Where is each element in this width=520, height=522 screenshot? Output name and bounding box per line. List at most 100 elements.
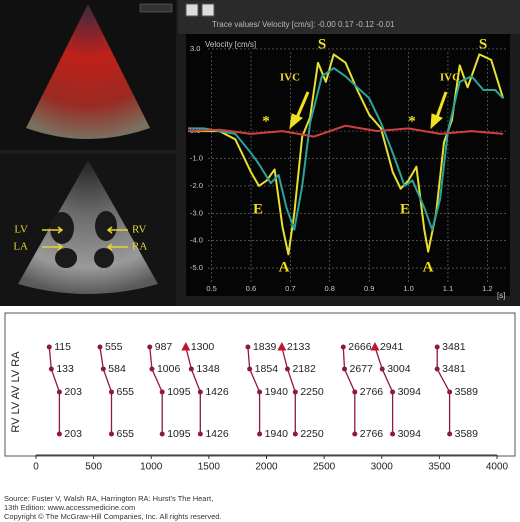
event-label: 203 [64,428,82,440]
event-line [247,346,261,434]
event-label: 115 [54,341,71,353]
x-tick-label: 2500 [313,462,336,473]
annotation: E [253,201,263,217]
event-label: 1095 [167,428,191,440]
chamber [55,248,77,268]
event-line [149,346,163,434]
event-label: 655 [116,428,134,440]
annotation: IVC [280,72,300,84]
annotation: * [408,113,416,129]
event-line [342,346,356,434]
event-marker [56,431,62,437]
event-marker [352,431,358,437]
copyright: Copyright © The McGraw-Hill Companies, I… [4,512,222,521]
event-marker [370,342,380,351]
echo-label: RV [132,224,146,236]
event-marker [197,389,203,395]
event-marker [447,389,453,395]
tool-icon[interactable] [185,3,199,17]
annotation: A [279,259,290,275]
toolbar [178,0,520,34]
x-tick-label: 1.2 [482,284,492,293]
event-marker [245,344,251,350]
event-marker [108,389,114,395]
event-marker [342,366,348,372]
annotation-arrows [289,91,448,130]
event-marker [149,366,155,372]
event-marker [48,366,54,372]
event-marker [434,366,440,372]
echo-4ch [18,160,158,294]
chamber [95,211,117,241]
annotation: S [318,36,326,52]
tool-icon[interactable] [201,3,215,17]
chart-title: Trace values/ Velocity [cm/s]: -0.00 0.1… [212,20,395,29]
event-marker [46,344,52,350]
event-marker [147,344,153,350]
event-line [99,346,113,434]
echo-label: LV [14,224,28,236]
event-label: 2133 [287,341,311,353]
event-marker [447,431,453,437]
event-marker [292,389,298,395]
event-marker [181,342,191,351]
event-marker [188,366,194,372]
event-label: 655 [116,386,134,398]
event-line [185,346,201,434]
event-label: 2250 [300,428,324,440]
velocity-chart: Trace values/ Velocity [cm/s]: -0.00 0.1… [187,20,507,300]
chamber [50,212,74,244]
event-label: 2766 [360,428,384,440]
event-label: 1839 [253,341,277,353]
x-tick-label: 0 [33,462,39,473]
event-marker [108,431,114,437]
event-label: 1940 [265,386,289,398]
event-marker [197,431,203,437]
event-marker [159,389,165,395]
source-line: Source: Fuster V, Walsh RA, Harrington R… [4,494,213,503]
event-marker [257,389,263,395]
event-label: 2766 [360,386,384,398]
event-label: 1348 [196,363,220,375]
event-label: 2677 [350,363,374,375]
x-tick-label: 0.7 [285,284,295,293]
echo-labels: LV RV LA RA [13,224,147,253]
event-label: 2182 [292,363,316,375]
x-tick-label: 2000 [255,462,278,473]
event-marker [100,366,106,372]
event-label: 1300 [191,341,215,353]
x-tick-label: 3000 [371,462,394,473]
event-label: 2941 [380,341,404,353]
event-line [374,346,394,434]
event-marker [379,366,385,372]
event-label: 584 [108,363,126,375]
event-label: 2250 [300,386,324,398]
event-marker [352,389,358,395]
event-marker [284,366,290,372]
event-label: 1426 [205,428,229,440]
x-tick-label: 4000 [486,462,509,473]
x-tick-label: 0.5 [206,284,216,293]
y-axis-label: RV LV AV LV RA [10,351,22,433]
x-tick-label: 0.8 [325,284,335,293]
annotation: IVC [440,72,460,84]
event-marker [257,431,263,437]
x-tick-label: 0.6 [246,284,256,293]
event-label: 3589 [455,428,479,440]
y-tick-label: -1.0 [190,154,203,163]
event-label: 555 [105,341,123,353]
event-marker [56,389,62,395]
event-marker [97,344,103,350]
event-label: 1095 [167,386,191,398]
event-label: 203 [64,386,82,398]
x-tick-label: 3500 [428,462,451,473]
event-marker [159,431,165,437]
event-label: 3094 [398,428,422,440]
chamber [94,248,114,268]
echo-badge [139,3,173,13]
event-marker [434,344,440,350]
echo-label: LA [13,241,28,253]
annotation: * [262,113,270,129]
x-tick-label: 1.0 [403,284,413,293]
annotation: S [479,36,487,52]
